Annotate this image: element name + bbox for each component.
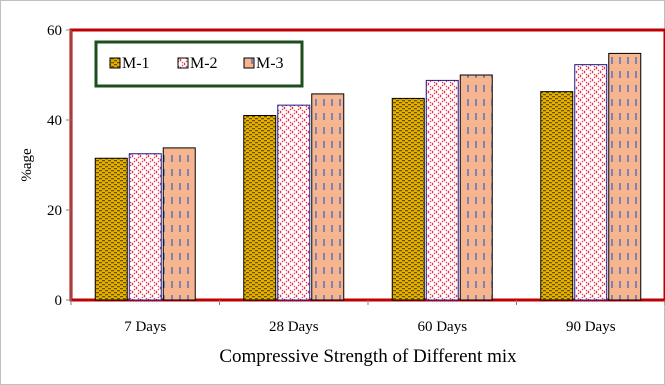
y-tick-label: 20 bbox=[47, 203, 62, 219]
y-tick-label: 40 bbox=[47, 113, 62, 129]
legend-label-m1: M-1 bbox=[122, 55, 150, 72]
x-tick-label: 60 Days bbox=[417, 319, 467, 335]
y-axis-ticks: 0 20 40 60 bbox=[47, 23, 71, 309]
bar-m-2-90-days bbox=[574, 64, 608, 301]
y-tick-label: 0 bbox=[55, 293, 63, 309]
bar-m-1-7-days bbox=[94, 157, 128, 301]
x-axis-ticks: 7 Days 28 Days 60 Days 90 Days bbox=[70, 300, 665, 335]
x-tick-label: 28 Days bbox=[269, 319, 319, 335]
bars-group bbox=[94, 52, 642, 301]
bar-m-2-7-days bbox=[128, 153, 162, 301]
legend-swatch-m1 bbox=[109, 57, 121, 69]
bar-m-1-60-days bbox=[391, 97, 425, 301]
bar-m-3-90-days bbox=[608, 52, 642, 301]
legend-label-m2: M-2 bbox=[190, 55, 218, 72]
legend-swatch-m3 bbox=[243, 57, 255, 69]
legend: M-1 M-2 M-3 bbox=[94, 40, 304, 88]
bar-m-2-60-days bbox=[425, 79, 459, 301]
bar-m-3-7-days bbox=[162, 147, 196, 301]
bar-m-1-28-days bbox=[243, 115, 277, 301]
legend-swatch-m2 bbox=[177, 57, 189, 69]
x-axis-title: Compressive Strength of Different mix bbox=[219, 346, 517, 367]
y-tick-label: 60 bbox=[47, 23, 62, 39]
bar-m-3-28-days bbox=[311, 93, 345, 301]
legend-box bbox=[94, 40, 304, 88]
bar-m-1-90-days bbox=[540, 91, 574, 301]
y-axis-title: %age bbox=[19, 148, 35, 182]
bar-m-2-28-days bbox=[277, 104, 311, 301]
x-tick-label: 90 Days bbox=[566, 319, 616, 335]
bar-m-3-60-days bbox=[459, 74, 493, 301]
x-tick-label: 7 Days bbox=[124, 319, 166, 335]
legend-label-m3: M-3 bbox=[256, 55, 284, 72]
